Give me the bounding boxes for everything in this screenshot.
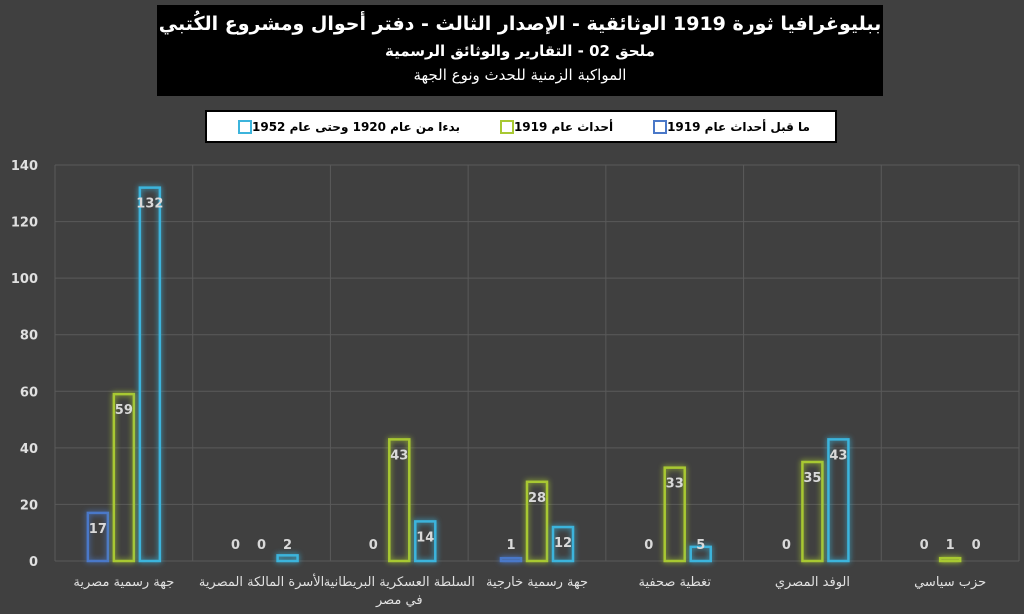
y-tick-label: 40 — [20, 442, 38, 457]
x-tick-label: السلطة العسكرية البريطانية — [324, 575, 475, 590]
bar-series-2 — [525, 480, 549, 563]
data-label: 1 — [506, 538, 515, 553]
data-label: 5 — [696, 538, 705, 553]
y-tick-label: 0 — [29, 555, 38, 570]
bar-series-2 — [801, 460, 824, 563]
legend-item-series-2: أحداث عام 1919 — [494, 119, 614, 134]
legend-item-series-3: بدءا من عام 1920 وحتى عام 1952 — [232, 119, 460, 134]
data-label: 0 — [644, 538, 653, 553]
data-label: 43 — [829, 448, 847, 463]
data-label: 33 — [666, 477, 684, 492]
data-label: 14 — [416, 530, 434, 545]
bar-series-3 — [551, 525, 575, 563]
data-label: 0 — [369, 538, 378, 553]
legend-swatch-series-1 — [653, 119, 668, 134]
y-tick-label: 80 — [20, 329, 38, 344]
data-label: 43 — [390, 448, 408, 463]
chart-title-box: ببليوغرافيا ثورة 1919 الوثائقية - الإصدا… — [157, 5, 883, 96]
data-label: 17 — [89, 522, 107, 537]
legend-label-series-1: ما قبل أحداث عام 1919 — [667, 119, 810, 134]
x-tick-label: في مصر — [375, 593, 423, 608]
x-tick-label: جهة رسمية خارجية — [486, 575, 588, 590]
data-label: 132 — [136, 197, 163, 212]
bar-series-2 — [112, 392, 136, 563]
bar-series-2 — [388, 438, 411, 563]
y-tick-label: 120 — [11, 216, 38, 231]
bar-series-2 — [663, 466, 686, 563]
chart-title: ببليوغرافيا ثورة 1919 الوثائقية - الإصدا… — [158, 13, 882, 35]
data-label: 1 — [946, 538, 955, 553]
data-label: 0 — [920, 538, 929, 553]
legend: ما قبل أحداث عام 1919 أحداث عام 1919 بدء… — [205, 110, 837, 143]
data-label: 28 — [528, 491, 546, 506]
legend-label-series-2: أحداث عام 1919 — [513, 119, 614, 134]
y-tick-label: 100 — [11, 272, 38, 287]
legend-label-series-3: بدءا من عام 1920 وحتى عام 1952 — [252, 119, 460, 134]
y-tick-label: 60 — [20, 385, 38, 400]
data-label: 59 — [115, 403, 133, 418]
chart-subtitle: ملحق 02 - التقارير والوثائق الرسمية — [385, 42, 655, 60]
x-tick-label: حزب سياسي — [914, 575, 986, 590]
x-tick-label: جهة رسمية مصرية — [73, 575, 174, 590]
data-label: 0 — [782, 538, 791, 553]
data-label: 2 — [283, 538, 292, 553]
data-label: 35 — [803, 471, 821, 486]
bar-series-1 — [499, 556, 523, 563]
legend-swatch-series-2 — [499, 119, 514, 134]
bar-series-3 — [827, 438, 850, 563]
y-tick-label: 140 — [11, 159, 38, 174]
data-label: 0 — [972, 538, 981, 553]
data-label: 0 — [257, 538, 266, 553]
x-tick-label: الوفد المصري — [775, 575, 850, 590]
bar-series-3 — [414, 520, 437, 563]
bar-series-3 — [138, 186, 162, 563]
x-tick-label: تغطية صحفية — [638, 575, 711, 590]
legend-swatch-series-3 — [238, 119, 252, 134]
bar-series-1 — [86, 511, 110, 563]
bar-series-2 — [938, 556, 962, 563]
y-tick-label: 20 — [20, 498, 38, 513]
data-label: 0 — [231, 538, 240, 553]
bar-series-3 — [276, 554, 299, 563]
bar-series-3 — [689, 545, 712, 563]
legend-item-series-1: ما قبل أحداث عام 1919 — [647, 119, 810, 134]
x-tick-label: الأسرة المالكة المصرية — [199, 573, 324, 590]
chart-subtitle-secondary: المواكبة الزمنية للحدث ونوع الجهة — [413, 66, 627, 84]
data-label: 12 — [554, 536, 572, 551]
